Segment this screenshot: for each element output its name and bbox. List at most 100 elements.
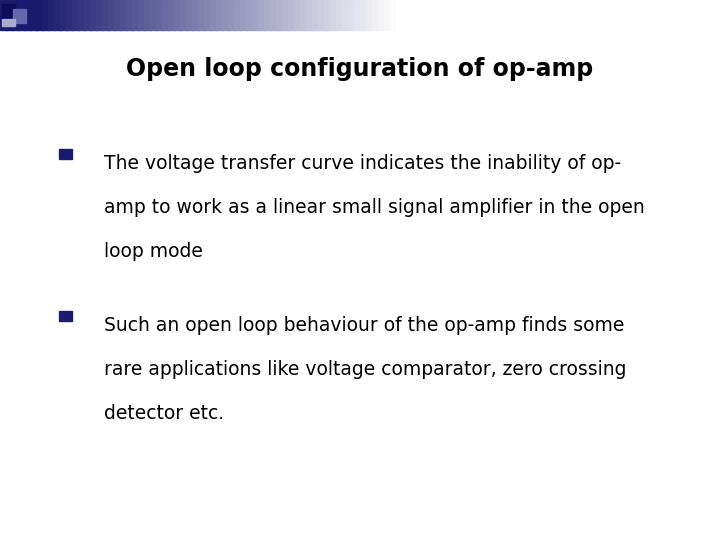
Bar: [480, 0, 487, 30]
Bar: [558, 0, 564, 30]
Bar: [618, 0, 625, 30]
Bar: [72, 0, 78, 30]
Text: rare applications like voltage comparator, zero crossing: rare applications like voltage comparato…: [104, 360, 627, 379]
Bar: [2, 19, 15, 26]
Bar: [59, 149, 72, 159]
Bar: [336, 0, 343, 30]
Bar: [642, 0, 649, 30]
Bar: [150, 0, 157, 30]
Bar: [324, 0, 330, 30]
Bar: [66, 0, 73, 30]
Bar: [6, 0, 13, 30]
Bar: [204, 0, 211, 30]
Bar: [90, 0, 96, 30]
Bar: [144, 0, 150, 30]
Bar: [570, 0, 577, 30]
Bar: [552, 0, 559, 30]
Bar: [450, 0, 456, 30]
Bar: [546, 0, 553, 30]
Bar: [522, 0, 528, 30]
Bar: [462, 0, 469, 30]
Bar: [276, 0, 283, 30]
Bar: [60, 0, 67, 30]
Bar: [714, 0, 720, 30]
Bar: [486, 0, 492, 30]
Bar: [300, 0, 307, 30]
Bar: [498, 0, 505, 30]
Bar: [84, 0, 91, 30]
Bar: [654, 0, 661, 30]
Bar: [648, 0, 654, 30]
Bar: [330, 0, 337, 30]
Bar: [360, 0, 366, 30]
Bar: [270, 0, 276, 30]
Bar: [678, 0, 685, 30]
Bar: [378, 0, 384, 30]
Bar: [0, 0, 6, 30]
Bar: [600, 0, 607, 30]
Bar: [528, 0, 535, 30]
Bar: [624, 0, 631, 30]
Bar: [438, 0, 445, 30]
Bar: [672, 0, 679, 30]
Bar: [474, 0, 481, 30]
Bar: [120, 0, 127, 30]
Bar: [402, 0, 409, 30]
Bar: [192, 0, 199, 30]
Bar: [396, 0, 402, 30]
Bar: [156, 0, 163, 30]
Bar: [348, 0, 355, 30]
Bar: [198, 0, 204, 30]
Bar: [216, 0, 222, 30]
Bar: [564, 0, 571, 30]
Bar: [13, 9, 26, 23]
Bar: [684, 0, 690, 30]
Bar: [660, 0, 667, 30]
Bar: [582, 0, 589, 30]
Bar: [666, 0, 672, 30]
Bar: [342, 0, 348, 30]
Bar: [42, 0, 49, 30]
Bar: [708, 0, 715, 30]
Bar: [576, 0, 582, 30]
Bar: [420, 0, 427, 30]
Text: amp to work as a linear small signal amplifier in the open: amp to work as a linear small signal amp…: [104, 198, 645, 217]
Bar: [59, 311, 72, 321]
Bar: [384, 0, 391, 30]
Bar: [12, 0, 19, 30]
Bar: [30, 0, 37, 30]
Bar: [2, 4, 15, 21]
Bar: [228, 0, 235, 30]
Bar: [240, 0, 247, 30]
Bar: [372, 0, 379, 30]
Bar: [162, 0, 168, 30]
Bar: [246, 0, 253, 30]
Bar: [702, 0, 708, 30]
Bar: [432, 0, 438, 30]
Text: The voltage transfer curve indicates the inability of op-: The voltage transfer curve indicates the…: [104, 154, 621, 173]
Bar: [96, 0, 103, 30]
Bar: [516, 0, 523, 30]
Bar: [102, 0, 109, 30]
Bar: [504, 0, 510, 30]
Bar: [636, 0, 643, 30]
Bar: [444, 0, 451, 30]
Bar: [354, 0, 361, 30]
Bar: [414, 0, 420, 30]
Text: detector etc.: detector etc.: [104, 404, 225, 423]
Bar: [114, 0, 121, 30]
Bar: [510, 0, 517, 30]
Bar: [282, 0, 289, 30]
Bar: [234, 0, 240, 30]
Bar: [288, 0, 294, 30]
Bar: [408, 0, 415, 30]
Bar: [318, 0, 325, 30]
Bar: [690, 0, 697, 30]
Bar: [264, 0, 271, 30]
Bar: [312, 0, 319, 30]
Bar: [126, 0, 132, 30]
Bar: [180, 0, 186, 30]
Text: loop mode: loop mode: [104, 242, 203, 261]
Bar: [492, 0, 499, 30]
Bar: [612, 0, 618, 30]
